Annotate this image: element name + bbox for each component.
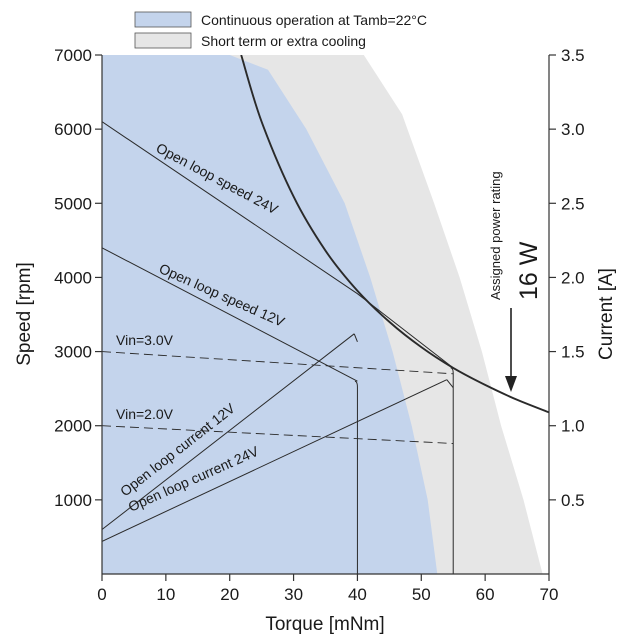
speed-24v-line [102, 121, 454, 369]
y2-axis-title: Current [A] [596, 268, 617, 360]
power-rating-value: 16 W [515, 241, 543, 300]
x-tick-label: 20 [220, 585, 239, 604]
legend-swatch-short-term [134, 32, 192, 49]
y-tick-label: 7000 [54, 46, 92, 65]
x-tick-label: 0 [97, 585, 106, 604]
power-rating-annotation: Assigned power rating 16 W [488, 171, 543, 392]
current-24v-peak-connector [446, 379, 454, 389]
y-tick-label: 4000 [54, 268, 92, 287]
y-tick-label: 6000 [54, 120, 92, 139]
legend: Continuous operation at Tamb=22°C Short … [134, 11, 427, 49]
speed-12v-line [102, 247, 358, 382]
y2-tick-label: 2.5 [561, 194, 585, 213]
axis-ticks: 0 10 20 30 40 50 60 70 1000 2000 3000 4000 5000 6000 7… [54, 46, 584, 604]
y-tick-label: 2000 [54, 417, 92, 436]
y2-tick-label: 0.5 [561, 491, 585, 510]
y2-tick-label: 1.0 [561, 417, 585, 436]
power-16w-curve [240, 55, 549, 414]
y2-tick-label: 2.0 [561, 268, 585, 287]
speed-24v-drop-line [450, 367, 454, 574]
x-tick-label: 50 [412, 585, 431, 604]
current-24v-line [102, 379, 448, 542]
x-tick-label: 60 [476, 585, 495, 604]
y-tick-label: 5000 [54, 194, 92, 213]
y2-tick-label: 1.5 [561, 343, 585, 362]
y-axis-title: Speed [rpm] [14, 262, 35, 366]
x-tick-label: 40 [348, 585, 367, 604]
y-tick-label: 3000 [54, 343, 92, 362]
x-tick-label: 30 [284, 585, 303, 604]
x-tick-label: 10 [156, 585, 175, 604]
label-vin-3v: Vin=3.0V [116, 332, 174, 348]
label-vin-2v: Vin=2.0V [116, 406, 174, 422]
power-rating-caption: Assigned power rating [488, 171, 503, 300]
legend-label-short-term: Short term or extra cooling [201, 33, 366, 49]
curves [102, 55, 549, 574]
power-rating-arrow-head [505, 376, 517, 392]
current-12v-peak-connector [353, 333, 358, 342]
vin-3v-line [102, 351, 454, 375]
vin-2v-line [102, 425, 454, 444]
legend-swatch-continuous [134, 11, 192, 28]
continuous-operation-region [102, 55, 438, 574]
legend-label-continuous: Continuous operation at Tamb=22°C [201, 12, 427, 28]
y-tick-label: 1000 [54, 491, 92, 510]
axes-frame [101, 55, 550, 575]
speed-12v-drop-line [354, 380, 358, 574]
y2-tick-label: 3.0 [561, 120, 585, 139]
x-axis-title: Torque [mNm] [265, 614, 384, 635]
y2-tick-label: 3.5 [561, 46, 585, 65]
x-tick-label: 70 [540, 585, 559, 604]
